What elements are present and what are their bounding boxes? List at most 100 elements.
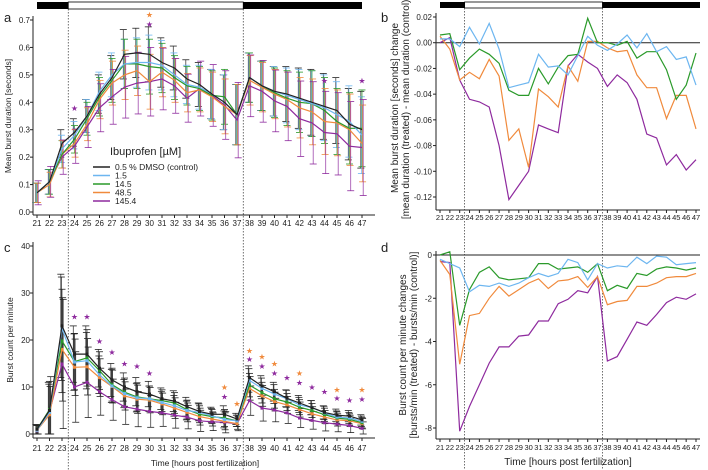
- data-point-marker: [123, 392, 126, 396]
- data-point-marker: [360, 426, 364, 430]
- data-point-marker: [273, 408, 276, 412]
- x-tick-label-a: 30: [145, 219, 154, 228]
- x-tick-label-b: 33: [554, 213, 562, 222]
- data-point-marker: [285, 411, 289, 415]
- data-point-marker: [173, 399, 176, 403]
- y-tick-label-a: 0.4: [19, 98, 31, 107]
- data-point-marker: [323, 415, 326, 419]
- panel-label-a: a: [4, 10, 12, 25]
- x-tick-label-d: 36: [584, 443, 592, 452]
- y-tick-label-b: -0.12: [414, 193, 433, 202]
- x-tick-label-b: 28: [505, 213, 513, 222]
- x-tick-label-a: 40: [270, 219, 279, 228]
- data-point-marker: [310, 409, 314, 412]
- data-point-marker: [235, 417, 239, 421]
- x-tick-label-c: 23: [58, 444, 67, 453]
- x-tick-label-a: 44: [320, 219, 329, 228]
- data-point-marker: [360, 418, 364, 422]
- x-tick-label-d: 28: [505, 443, 513, 452]
- y-tick-label-b: -0.06: [414, 116, 433, 125]
- significance-star-c: ★: [233, 399, 240, 408]
- x-tick-label-c: 40: [270, 444, 279, 453]
- y-axis-label-d-2: [bursts/min (treated) - bursts/min (cont…: [409, 251, 420, 438]
- panel-label-c: c: [4, 240, 11, 255]
- x-tick-label-b: 40: [623, 213, 631, 222]
- significance-star-c: ★: [346, 396, 353, 405]
- significance-star-c: ★: [358, 385, 365, 394]
- data-point-marker: [248, 378, 251, 382]
- x-tick-label-d: 38: [603, 443, 611, 452]
- data-point-marker: [310, 418, 314, 422]
- data-point-marker: [310, 412, 314, 416]
- dark-period-bar-2-left: [243, 2, 362, 9]
- y-tick-label-b: -0.02: [414, 64, 433, 73]
- dark-period-bar-2-right: [602, 2, 700, 8]
- data-point-marker: [260, 394, 264, 398]
- x-tick-label-a: 28: [120, 219, 129, 228]
- x-tick-label-c: 27: [108, 444, 117, 453]
- light-period-bar-right: [464, 1, 603, 9]
- data-point-marker: [185, 410, 189, 414]
- x-tick-label-d: 34: [564, 443, 572, 452]
- data-point-marker: [135, 407, 139, 411]
- x-tick-label-c: 38: [245, 444, 254, 453]
- data-point-marker: [198, 419, 201, 423]
- series-line-d-48-5: [439, 260, 697, 365]
- legend-entry-control: 0.5 % DMSO (control): [115, 162, 198, 172]
- data-point-marker: [335, 418, 339, 422]
- significance-star-c: ★: [333, 394, 340, 403]
- y-tick-label-c: 40: [21, 242, 30, 251]
- legend-entry-145-4: 145.4: [115, 196, 137, 206]
- data-point-marker: [348, 424, 351, 428]
- y-tick-label-c: 0: [26, 430, 31, 439]
- x-tick-label-b: 26: [485, 213, 493, 222]
- data-point-marker: [260, 406, 264, 410]
- x-tick-label-b: 23: [456, 213, 464, 222]
- data-point-marker: [210, 417, 214, 421]
- significance-star-c: ★: [221, 392, 228, 401]
- legend-entry-48-5: 48.5: [115, 188, 132, 198]
- x-tick-label-c: 32: [170, 444, 179, 453]
- data-point-marker: [260, 386, 264, 390]
- x-tick-label-c: 29: [133, 444, 142, 453]
- data-point-marker: [85, 359, 89, 363]
- x-axis-label-d: Time [hours post fertilization]: [504, 457, 632, 468]
- x-tick-label-b: 43: [652, 213, 660, 222]
- x-tick-label-d: 39: [613, 443, 621, 452]
- data-point-marker: [310, 406, 314, 410]
- significance-star-c: ★: [333, 385, 340, 394]
- x-tick-label-a: 37: [233, 219, 242, 228]
- x-tick-label-c: 26: [95, 444, 104, 453]
- data-point-marker: [135, 390, 139, 394]
- significance-star-c: ★: [271, 360, 278, 369]
- significance-star-c: ★: [71, 313, 78, 322]
- data-point-marker: [98, 373, 101, 377]
- data-point-marker: [73, 365, 76, 369]
- y-axis-label-a: Mean burst duration [seconds]: [3, 59, 13, 173]
- y-tick-label-a: 0.7: [19, 16, 31, 25]
- x-tick-label-c: 35: [208, 444, 217, 453]
- data-point-marker: [223, 412, 226, 416]
- light-period-bar-left: [67, 1, 244, 10]
- dark-period-bar-left: [37, 2, 69, 9]
- x-tick-label-a: 43: [308, 219, 317, 228]
- data-point-marker: [273, 390, 276, 394]
- significance-star-a: ★: [321, 76, 328, 85]
- x-tick-label-d: 35: [574, 443, 582, 452]
- data-point-marker: [110, 378, 114, 382]
- x-tick-label-b: 44: [662, 213, 670, 222]
- x-tick-label-a: 42: [295, 219, 304, 228]
- x-tick-label-c: 33: [183, 444, 192, 453]
- x-tick-label-a: 38: [245, 219, 254, 228]
- significance-star-c: ★: [258, 352, 265, 361]
- x-tick-label-b: 34: [564, 213, 572, 222]
- x-tick-label-a: 46: [345, 219, 354, 228]
- x-tick-label-d: 32: [544, 443, 552, 452]
- x-tick-label-b: 45: [672, 213, 680, 222]
- y-tick-label-a: 0.5: [19, 71, 31, 80]
- x-tick-label-d: 47: [692, 443, 700, 452]
- y-tick-label-c: 10: [21, 383, 30, 392]
- significance-star-c: ★: [358, 395, 365, 404]
- significance-star-a: ★: [146, 11, 153, 20]
